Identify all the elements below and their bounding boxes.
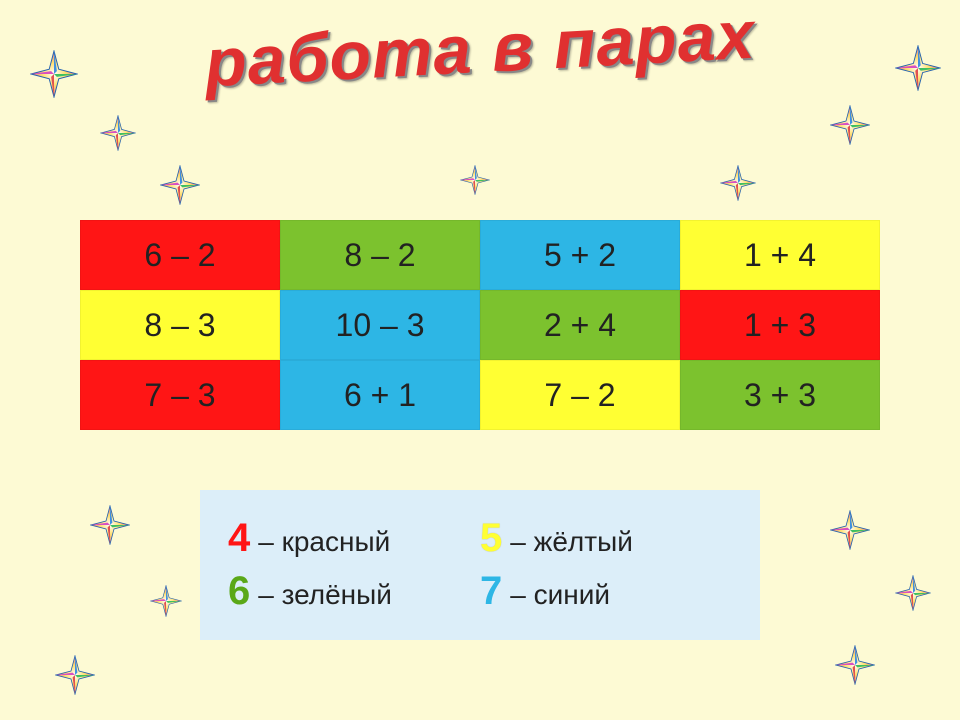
- star-icon: [160, 165, 200, 205]
- star-icon: [830, 510, 870, 550]
- legend-item: 6 – зелёный: [228, 569, 480, 614]
- legend-number: 5: [480, 516, 502, 561]
- legend-label: – зелёный: [258, 579, 392, 611]
- star-icon: [895, 45, 941, 91]
- star-icon: [150, 585, 182, 617]
- legend-number: 6: [228, 569, 250, 614]
- grid-cell: 5 + 2: [480, 220, 680, 290]
- grid-cell: 7 – 2: [480, 360, 680, 430]
- grid-cell: 3 + 3: [680, 360, 880, 430]
- star-icon: [55, 655, 95, 695]
- grid-cell: 2 + 4: [480, 290, 680, 360]
- legend-label: – синий: [510, 579, 610, 611]
- star-icon: [460, 165, 490, 195]
- legend-number: 4: [228, 516, 250, 561]
- grid-cell: 1 + 3: [680, 290, 880, 360]
- star-icon: [835, 645, 875, 685]
- star-icon: [100, 115, 136, 151]
- legend-label: – красный: [258, 526, 390, 558]
- legend-item: 5 – жёлтый: [480, 516, 732, 561]
- grid-cell: 1 + 4: [680, 220, 880, 290]
- star-icon: [90, 505, 130, 545]
- color-legend: 4 – красный5 – жёлтый6 – зелёный7 – сини…: [200, 490, 760, 640]
- grid-cell: 8 – 2: [280, 220, 480, 290]
- grid-cell: 10 – 3: [280, 290, 480, 360]
- math-grid: 6 – 28 – 25 + 21 + 4 8 – 310 – 32 + 41 + …: [80, 220, 880, 430]
- star-icon: [720, 165, 756, 201]
- star-icon: [830, 105, 870, 145]
- legend-number: 7: [480, 569, 502, 614]
- grid-cell: 6 + 1: [280, 360, 480, 430]
- grid-cell: 6 – 2: [80, 220, 280, 290]
- legend-label: – жёлтый: [510, 526, 633, 558]
- page-title: работа в парах: [203, 0, 757, 102]
- star-icon: [895, 575, 931, 611]
- legend-item: 4 – красный: [228, 516, 480, 561]
- legend-item: 7 – синий: [480, 569, 732, 614]
- star-icon: [30, 50, 78, 98]
- grid-cell: 7 – 3: [80, 360, 280, 430]
- grid-cell: 8 – 3: [80, 290, 280, 360]
